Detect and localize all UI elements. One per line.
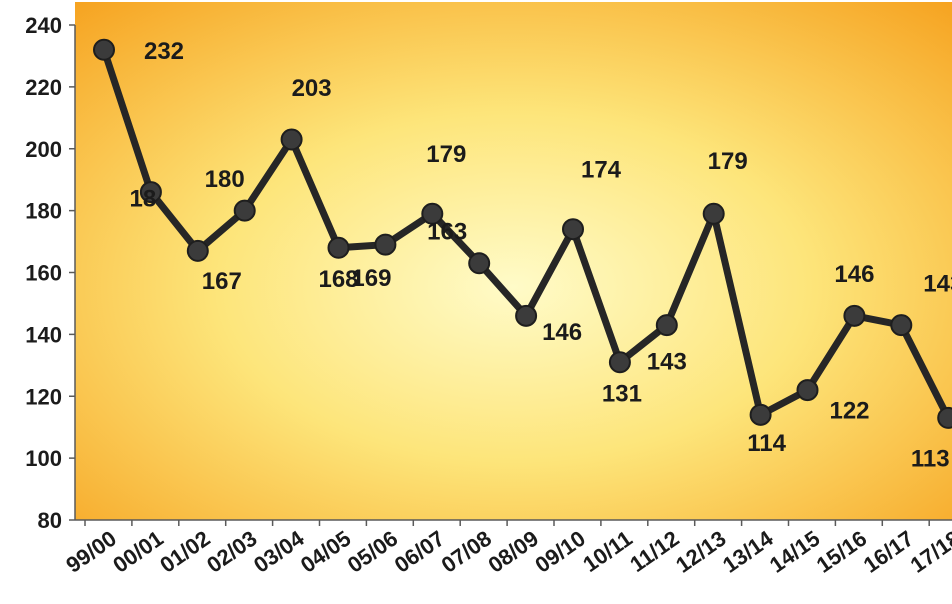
data-label: 113 xyxy=(911,445,950,472)
x-tick-label: 14/15 xyxy=(765,526,824,578)
data-label: 203 xyxy=(292,75,332,102)
data-point xyxy=(233,199,256,222)
data-label: 18 xyxy=(130,185,157,212)
data-label: 131 xyxy=(602,381,642,408)
data-point xyxy=(796,379,819,402)
y-axis: 80 100 120 140 160 180 200 220 240 xyxy=(25,13,76,533)
data-point xyxy=(280,128,303,151)
x-tick-label: 12/13 xyxy=(671,526,730,578)
data-label: 114 xyxy=(747,430,786,457)
data-point xyxy=(749,403,772,426)
x-tick-label: 04/05 xyxy=(296,526,355,578)
data-point xyxy=(608,351,631,374)
y-tick-label: 220 xyxy=(25,75,62,100)
data-label: 163 xyxy=(427,219,467,246)
x-tick-label: 05/06 xyxy=(343,526,402,578)
data-label: 122 xyxy=(829,397,869,424)
data-label: 143 xyxy=(923,270,952,297)
x-tick-label: 06/07 xyxy=(390,526,449,578)
data-label: 179 xyxy=(708,148,748,175)
data-point xyxy=(843,304,866,327)
y-tick-label: 200 xyxy=(25,137,62,162)
x-tick-label: 15/16 xyxy=(812,526,871,578)
data-label: 179 xyxy=(426,141,466,168)
data-labels: 2321816718020316816917916314617413114317… xyxy=(130,38,952,472)
x-tick-label: 17/18 xyxy=(906,526,952,578)
x-tick-label: 07/08 xyxy=(437,526,496,578)
x-tick-label: 08/09 xyxy=(484,526,543,578)
data-label: 232 xyxy=(144,38,184,65)
x-tick-label: 02/03 xyxy=(202,526,261,578)
data-point xyxy=(327,236,350,259)
data-point xyxy=(890,314,913,337)
data-point xyxy=(468,252,491,275)
data-label: 143 xyxy=(647,348,687,375)
data-point xyxy=(139,181,162,204)
data-label: 169 xyxy=(351,265,391,292)
data-label: 146 xyxy=(542,319,582,346)
data-label: 167 xyxy=(202,268,242,295)
data-point xyxy=(374,233,397,256)
y-tick-label: 180 xyxy=(25,199,62,224)
x-tick-label: 11/12 xyxy=(625,526,683,577)
plot-area xyxy=(75,2,952,520)
data-label: 174 xyxy=(581,157,622,184)
x-tick-label: 00/01 xyxy=(108,526,167,578)
x-tick-label: 13/14 xyxy=(718,525,778,577)
data-label: 180 xyxy=(205,166,245,193)
y-tick-label: 160 xyxy=(25,261,62,286)
x-tick-label: 99/00 xyxy=(61,526,120,578)
x-tick-label: 09/10 xyxy=(530,526,589,578)
y-tick-label: 120 xyxy=(25,384,62,409)
data-point xyxy=(702,202,725,225)
x-tick-label: 16/17 xyxy=(859,526,918,578)
data-point xyxy=(515,304,538,327)
x-tick-label: 10/11 xyxy=(578,526,636,577)
x-axis: 99/0000/0101/0202/0303/0404/0505/0606/07… xyxy=(61,519,952,578)
data-point xyxy=(186,239,209,262)
data-markers xyxy=(93,38,952,429)
data-label: 146 xyxy=(834,261,874,288)
y-tick-label: 240 xyxy=(25,13,62,38)
data-point xyxy=(562,218,584,241)
data-point xyxy=(655,314,678,337)
data-point xyxy=(421,202,444,225)
y-tick-label: 100 xyxy=(25,446,62,471)
x-tick-label: 03/04 xyxy=(249,525,309,577)
data-point xyxy=(937,406,952,429)
data-label: 168 xyxy=(318,266,358,293)
data-point xyxy=(93,38,115,61)
y-tick-label: 140 xyxy=(25,322,62,347)
y-tick-label: 80 xyxy=(38,508,62,533)
x-tick-label: 01/02 xyxy=(155,526,214,578)
